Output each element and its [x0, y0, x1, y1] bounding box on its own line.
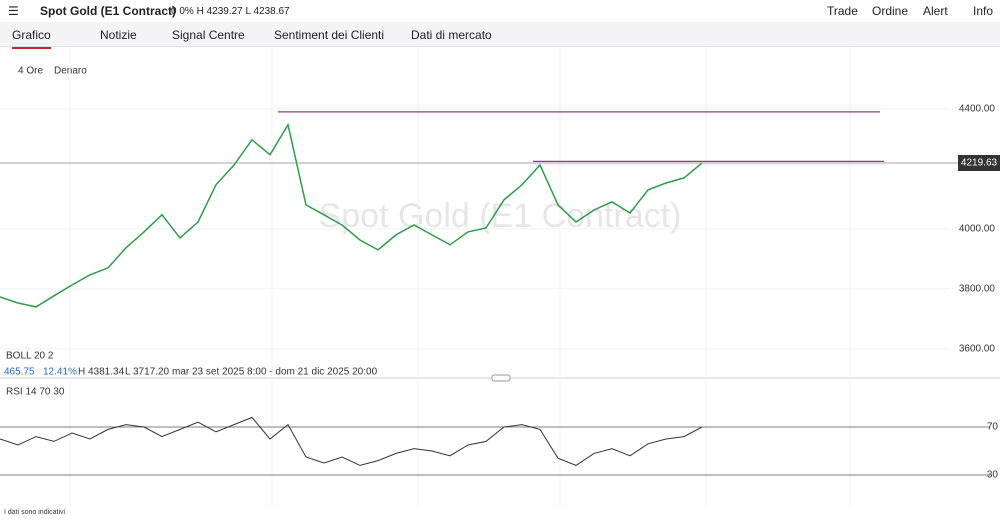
y-tick-label: 4000.00	[959, 224, 996, 235]
tab-bar: Grafico Notizie Signal Centre Sentiment …	[0, 22, 1000, 49]
tab[interactable]: Signal Centre	[172, 28, 245, 42]
boll-range: mar 23 set 2025 8:00 - dom 21 dic 2025 2…	[172, 367, 378, 378]
boll-label: BOLL 20 2	[6, 351, 54, 362]
rsi-tick-label: 30	[987, 470, 999, 481]
rsi-label: RSI 14 70 30	[6, 387, 65, 398]
chart: 4 Ore Denaro Spot Gold (E1 Contract) BOL…	[0, 46, 1000, 516]
instrument[interactable]: Spot Gold (E1 Contract)	[40, 4, 176, 18]
rsi-line	[0, 416, 703, 466]
action[interactable]: Ordine	[872, 4, 909, 18]
last-price-label: 4219.63	[961, 158, 998, 169]
y-tick-label: 4400.00	[959, 104, 996, 115]
tab[interactable]: Grafico	[12, 28, 51, 49]
timeframe[interactable]: 4 Ore	[18, 66, 43, 77]
tab[interactable]: Notizie	[100, 28, 137, 42]
tab[interactable]: Dati di mercato	[411, 28, 492, 42]
action[interactable]: Info	[973, 4, 994, 18]
menu-icon[interactable]: ☰	[8, 4, 19, 18]
y-tick-label: 3800.00	[959, 284, 996, 295]
y-tick-label: 3600.00	[959, 344, 996, 355]
price-type[interactable]: Denaro	[54, 66, 87, 77]
last-price-box	[958, 155, 1000, 172]
resize-handle[interactable]	[491, 374, 511, 382]
rsi-tick-label: 70	[987, 422, 999, 433]
quote: 0 0% H 4239.27 L 4238.67	[171, 6, 290, 17]
boll-high: H 4381.34	[78, 367, 125, 378]
action[interactable]: Trade	[827, 4, 858, 18]
boll-low: L 3717.20	[125, 367, 170, 378]
disclaimer: I dati sono indicativi	[4, 509, 66, 516]
tab[interactable]: Sentiment dei Clienti	[274, 28, 385, 42]
action[interactable]: Alert	[923, 4, 948, 18]
boll-pct: 12.41%	[43, 367, 77, 378]
price-line	[0, 122, 703, 308]
top-bar: ☰ Spot Gold (E1 Contract) 0 0% H 4239.27…	[0, 0, 1000, 22]
boll-width: 465.75	[4, 367, 35, 378]
